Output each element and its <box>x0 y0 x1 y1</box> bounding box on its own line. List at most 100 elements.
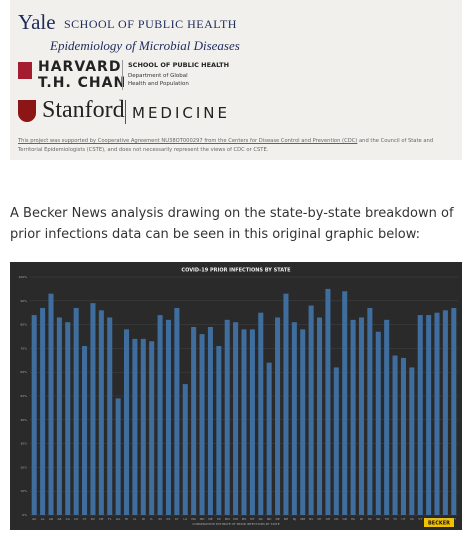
y-tick-label: 0% <box>22 513 27 517</box>
x-tick-label: OK <box>334 517 339 521</box>
y-tick-label: 30% <box>20 442 27 446</box>
bar <box>317 317 323 515</box>
y-tick-label: 50% <box>20 394 27 398</box>
x-tick-label: WA <box>426 517 432 521</box>
bar <box>98 310 104 515</box>
bar <box>56 317 62 515</box>
yale-school: SCHOOL OF PUBLIC HEALTH <box>64 17 237 31</box>
y-tick-label: 10% <box>20 489 27 493</box>
bar <box>182 384 188 515</box>
bar <box>375 331 381 515</box>
y-tick-label: 90% <box>20 299 27 303</box>
bar <box>90 303 96 515</box>
chart-title: COVID-19 PRIOR INFECTIONS BY STATE <box>181 268 291 274</box>
y-tick-label: 40% <box>20 418 27 422</box>
chan: T.H. CHAN <box>38 75 127 91</box>
bar <box>132 338 138 515</box>
x-tick-label: GA <box>116 517 121 521</box>
x-tick-label: IL <box>150 517 153 521</box>
x-tick-label: ND <box>267 517 272 521</box>
x-tick-label: NY <box>317 517 321 521</box>
harvard-school: SCHOOL OF PUBLIC HEALTH <box>128 61 230 69</box>
bar <box>199 334 205 515</box>
bar <box>409 367 415 515</box>
bar <box>325 288 331 515</box>
bar <box>115 398 121 515</box>
divider <box>125 100 126 124</box>
x-tick-label: AZ <box>57 517 61 521</box>
x-tick-label: FL <box>108 517 112 521</box>
bar <box>140 338 146 515</box>
bar <box>191 326 197 515</box>
x-tick-label: MN <box>225 517 230 521</box>
y-tick-label: 20% <box>20 465 27 469</box>
x-tick-label: AK <box>32 517 37 521</box>
x-tick-label: NM <box>300 517 305 521</box>
disclaimer-text: and the Council of State and Territorial… <box>18 138 434 153</box>
disclaimer-link[interactable]: This project was supported by Cooperativ… <box>18 138 358 144</box>
stanford-shield <box>18 100 36 122</box>
bar <box>333 367 339 515</box>
x-tick-label: TX <box>392 517 397 521</box>
bar <box>107 317 113 515</box>
x-tick-label: DE <box>99 517 103 521</box>
stanford: Stanford <box>42 97 125 123</box>
bar <box>434 312 440 515</box>
bar <box>48 293 54 515</box>
harvard-shield <box>18 62 32 79</box>
x-tick-label: MD <box>200 517 206 521</box>
x-tick-label: HI <box>125 517 128 521</box>
x-tick-label: OH <box>326 517 331 521</box>
x-tick-label: MS <box>242 517 247 521</box>
x-tick-label: NE <box>275 517 279 521</box>
bar <box>73 307 79 515</box>
bar <box>442 310 448 515</box>
bar <box>426 315 432 515</box>
y-tick-label: 70% <box>20 346 27 350</box>
bar <box>291 322 297 515</box>
bar <box>249 329 255 515</box>
bar <box>82 346 88 515</box>
x-tick-label: RI <box>360 517 363 521</box>
bar <box>417 315 423 515</box>
bar <box>350 319 356 515</box>
x-tick-label: LA <box>183 517 188 521</box>
x-tick-label: SC <box>368 517 372 521</box>
bar <box>123 329 130 515</box>
x-tick-label: MA <box>191 517 197 521</box>
brand: BECKER <box>428 521 450 527</box>
bar <box>400 357 406 515</box>
x-tick-label: NH <box>284 517 289 521</box>
chart: COVID-19 PRIOR INFECTIONS BY STATE CONSE… <box>10 262 462 530</box>
bar <box>157 315 163 515</box>
yale-logo: Yale <box>18 10 56 34</box>
yale-dept: Epidemiology of Microbial Diseases <box>50 38 240 53</box>
x-tick-label: NV <box>309 517 314 521</box>
bar <box>165 319 171 515</box>
x-tick-label: MT <box>250 517 255 521</box>
bar <box>275 317 281 515</box>
x-tick-label: AR <box>49 517 53 521</box>
x-tick-label: ME <box>208 517 213 521</box>
x-tick-label: NJ <box>293 517 296 521</box>
x-tick-label: CT <box>83 517 87 521</box>
bar <box>384 319 390 515</box>
x-tick-label: WY <box>451 517 456 521</box>
bar <box>358 317 365 515</box>
bar <box>300 329 306 515</box>
x-tick-label: DC <box>91 517 95 521</box>
x-tick-label: UT <box>401 517 405 521</box>
x-tick-label: NC <box>259 517 263 521</box>
x-tick-label: AL <box>41 517 45 521</box>
y-tick-label: 60% <box>20 370 27 374</box>
bar <box>216 346 222 515</box>
x-tick-label: PA <box>351 517 356 521</box>
bar <box>392 355 398 515</box>
bar <box>65 322 71 515</box>
harvard: HARVARD <box>38 59 122 75</box>
brand-badge <box>424 518 454 527</box>
bar <box>174 307 180 515</box>
x-tick-label: WV <box>443 517 449 521</box>
x-tick-label: IN <box>159 517 162 521</box>
bar <box>31 315 37 515</box>
